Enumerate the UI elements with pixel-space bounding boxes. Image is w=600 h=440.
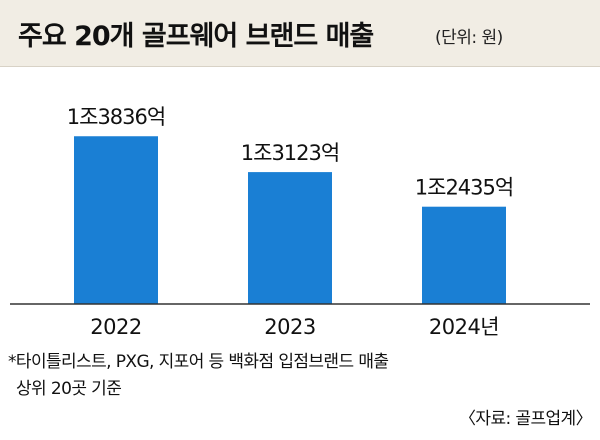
value-label-2023: 1조3123억 (241, 141, 339, 165)
source-credit: 〈자료: 골프업계〉 (459, 409, 593, 429)
bar-2023 (248, 172, 332, 304)
chart-header: 주요 20개 골프웨어 브랜드 매출 (단위: 원) (0, 0, 600, 67)
category-label-2023: 2023 (264, 315, 315, 339)
bars-group (74, 136, 506, 304)
bar-2024년 (422, 206, 506, 304)
category-labels-group: 2022 2023 2024년 (90, 315, 499, 339)
bar-chart: 1조3836억 1조3123억 1조2435억 2022 2023 2024년 (10, 105, 590, 339)
footnote: *타이틀리스트, PXG, 지포어 등 백화점 입점브랜드 매출 상위 20곳 … (8, 349, 389, 403)
value-labels-group: 1조3836억 1조3123억 1조2435억 (67, 105, 514, 200)
chart-title: 주요 20개 골프웨어 브랜드 매출 (18, 21, 374, 52)
value-label-2024년: 1조2435억 (415, 176, 513, 200)
category-label-2022: 2022 (90, 315, 141, 339)
footnote-line-2: 상위 20곳 기준 (16, 379, 122, 399)
footnote-line-1: *타이틀리스트, PXG, 지포어 등 백화점 입점브랜드 매출 (8, 352, 389, 372)
bar-2022 (74, 136, 158, 304)
unit-label: (단위: 원) (435, 28, 503, 48)
category-label-2024년: 2024년 (429, 315, 499, 339)
value-label-2022: 1조3836억 (67, 105, 165, 129)
